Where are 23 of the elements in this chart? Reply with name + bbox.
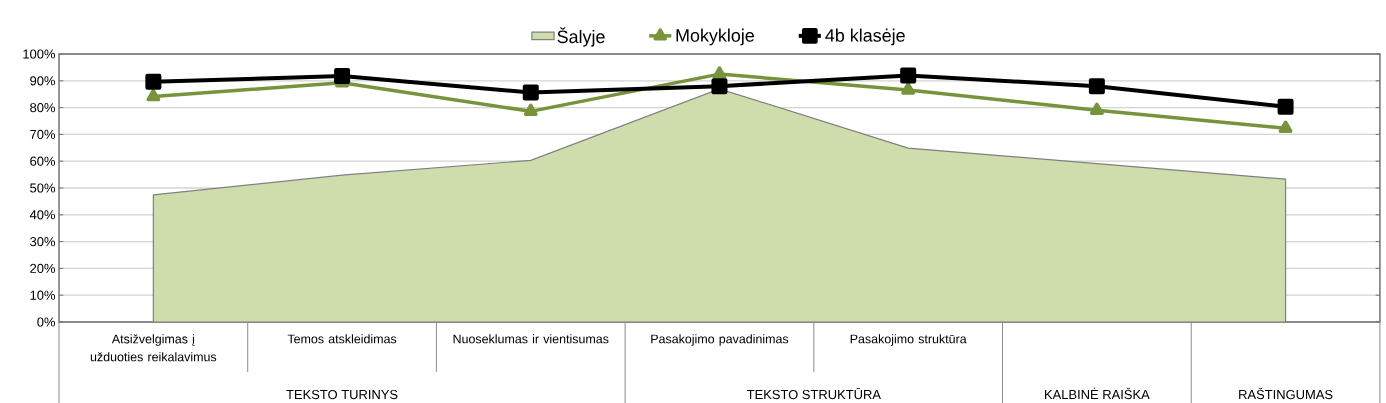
y-tick-label: 80% xyxy=(30,103,56,113)
y-tick-label: 70% xyxy=(30,129,56,139)
x-tick-label: Pasakojimo pavadinimas xyxy=(651,334,789,346)
legend-label: 4b klasėje xyxy=(825,28,905,46)
y-tick-label: 10% xyxy=(30,290,56,300)
y-tick-label: 20% xyxy=(30,263,56,273)
y-tick-label: 90% xyxy=(30,76,56,86)
x-tick-label: Nuoseklumas ir vientisumas xyxy=(453,334,609,344)
text: TEKSTO STRUKTŪRA xyxy=(746,388,881,400)
x-tick-label: Temos atskleidimas xyxy=(287,334,397,344)
x-tick-label: Atsižvelgimas į užduoties reikalavimus xyxy=(90,334,217,362)
y-tick-label: 50% xyxy=(30,183,56,193)
y-tick-label: 40% xyxy=(29,210,56,220)
legend-label: Šalyje xyxy=(557,27,605,47)
x-tick-label: Pasakojimo struktūra xyxy=(850,334,967,346)
y-tick-label: 0% xyxy=(37,317,56,327)
y-tick-label: 30% xyxy=(30,237,56,247)
y-tick-label: 60% xyxy=(30,156,56,166)
text: KALBINĖ RAIŠKA xyxy=(1045,387,1150,400)
text: RAŠTINGUMAS xyxy=(1239,387,1333,400)
y-tick-label: 100% xyxy=(23,49,56,59)
text: TEKSTO TURINYS xyxy=(286,389,398,400)
legend-label: Mokykloje xyxy=(676,28,754,46)
